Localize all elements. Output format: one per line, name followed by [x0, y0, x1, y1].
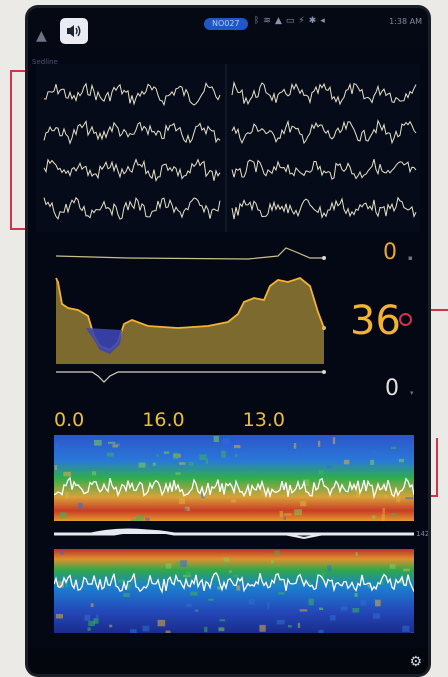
bottom-metric-value: 0 [385, 376, 399, 401]
eeg-trace [231, 119, 417, 145]
annotation-line-spectrogram-vert [436, 438, 438, 496]
bottom-trend-line [56, 371, 324, 383]
app-logo-icon: ▲ [36, 28, 47, 44]
spectrogram-bottom[interactable] [54, 549, 414, 633]
eeg-section-label: Sedline [32, 58, 58, 66]
eeg-trace [43, 196, 221, 220]
star-icon: ✱ [308, 16, 321, 26]
speaker-small-icon: ◂ [320, 16, 329, 26]
bottom-bar: ⚙ [28, 648, 428, 674]
readout-3-value: 13.0 [242, 409, 285, 431]
eeg-trace [43, 158, 221, 182]
speaker-icon [67, 25, 81, 37]
bottom-metric-unit: ▾ [410, 389, 414, 397]
eeg-waveform-panel[interactable] [36, 64, 420, 232]
top-metric-unit: ▪ [408, 254, 413, 262]
eeg-trace [231, 80, 417, 106]
eeg-trace [231, 158, 417, 180]
psi-marker [399, 313, 412, 326]
eeg-trace [231, 196, 417, 220]
sef-trace [54, 572, 414, 594]
status-badge[interactable]: NO027 [204, 18, 248, 30]
wifi-icon: ≋ [263, 16, 275, 26]
status-time: 1:38 AM [389, 17, 422, 26]
readout-2-value: 16.0 [142, 409, 185, 431]
monitor-screen: ▲ NO027 ᛒ≋▲▭⚡✱◂ 1:38 AM Sedline [28, 8, 428, 674]
status-bar: ▲ NO027 ᛒ≋▲▭⚡✱◂ 1:38 AM [28, 8, 428, 48]
annotation-bracket-left [10, 70, 26, 230]
top-trend-line [55, 247, 323, 260]
speaker-button[interactable] [60, 18, 88, 44]
psi-value: 36 [350, 298, 401, 344]
readout-1-value: 0.0 [54, 409, 85, 431]
spectrogram-top[interactable] [54, 435, 414, 521]
psi-low-area [86, 328, 122, 354]
spectrogram-canvas [54, 549, 414, 633]
triangle-icon: ▲ [274, 16, 286, 26]
status-icons: ᛒ≋▲▭⚡✱◂ [254, 16, 329, 26]
readout-2: 16.0 [142, 409, 210, 431]
spectrogram-separator [54, 522, 414, 546]
psi-trend-line [55, 276, 325, 352]
sef-trace [54, 476, 414, 500]
plug-icon: ⚡ [298, 16, 309, 26]
bluetooth-icon: ᛒ [254, 16, 264, 26]
readout-1: 0.0 [54, 409, 110, 431]
top-metric-value: 0 [383, 240, 397, 265]
eeg-trace [43, 81, 221, 107]
eeg-trace [43, 119, 221, 145]
readout-3: 13.0 [243, 409, 311, 431]
spectrogram-canvas [54, 435, 414, 521]
readout-row: 0.0 16.0 13.0 [54, 409, 337, 431]
spectrogram-side-value: 142 [416, 530, 428, 538]
battery-icon: ▭ [285, 16, 299, 26]
gear-icon[interactable]: ⚙ [409, 654, 422, 670]
psi-trend-panel[interactable] [48, 246, 328, 391]
